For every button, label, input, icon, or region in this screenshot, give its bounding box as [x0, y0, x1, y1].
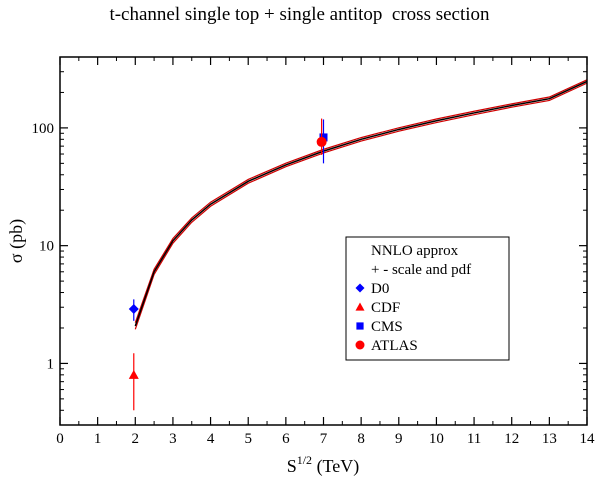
x-tick-label: 12	[504, 431, 519, 447]
legend-entry-label: NNLO approx	[371, 243, 459, 259]
chart-title: t-channel single top + single antitop cr…	[109, 4, 490, 25]
legend-entry-label: + - scale and pdf	[371, 262, 471, 278]
x-tick-label: 3	[169, 431, 177, 447]
y-axis-label: σ (pb)	[6, 219, 27, 263]
legend-entry-label: ATLAS	[371, 338, 418, 354]
x-tick-label: 1	[94, 431, 102, 447]
legend-entry-label: D0	[371, 281, 389, 297]
cdf-point	[128, 369, 139, 379]
legend-box	[345, 236, 510, 361]
measurements	[128, 118, 328, 411]
atlas-point	[316, 136, 327, 147]
legend-entry-label: CMS	[371, 319, 403, 335]
x-tick-label: 5	[244, 431, 252, 447]
x-tick-label: 13	[542, 431, 557, 447]
x-tick-label: 4	[207, 431, 215, 447]
plot-frame	[59, 56, 588, 426]
x-axis-label: S1/2 (TeV)	[287, 453, 360, 477]
legend: NNLO approx + - scale and pdf D0 CDF CMS ATLA…	[345, 236, 510, 361]
x-tick-label: 2	[132, 431, 140, 447]
x-axis-label-unit: (TeV)	[312, 456, 359, 477]
x-axis-label-base: S	[287, 456, 297, 476]
x-tick-label: 11	[467, 431, 481, 447]
legend-marker-cms	[356, 322, 364, 330]
y-tick-label: 100	[32, 121, 55, 137]
x-axis-label-sup: 1/2	[297, 453, 312, 467]
legend-marker-d0	[355, 283, 365, 293]
legend-marker-atlas	[355, 340, 365, 350]
x-tick-label: 10	[429, 431, 444, 447]
x-tick-label: 9	[395, 431, 403, 447]
legend-entry-label: CDF	[371, 300, 400, 316]
x-tick-label: 7	[320, 431, 328, 447]
x-tick-label: 14	[580, 431, 596, 447]
y-tick-label: 1	[47, 356, 55, 372]
y-tick-label: 10	[39, 239, 54, 255]
x-tick-label: 6	[282, 431, 290, 447]
d0-point	[128, 303, 139, 314]
x-tick-label: 0	[56, 431, 64, 447]
legend-marker-cdf	[355, 302, 365, 311]
x-tick-label: 8	[357, 431, 365, 447]
